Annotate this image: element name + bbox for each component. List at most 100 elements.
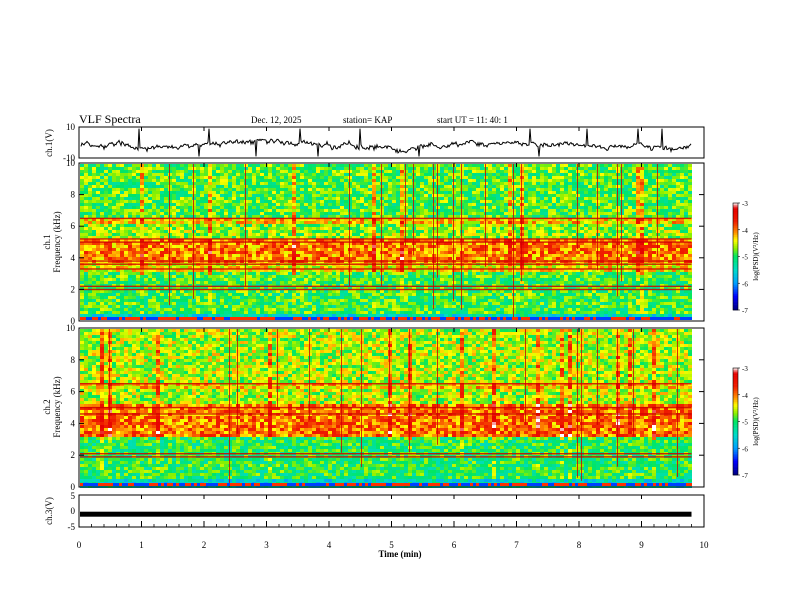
spec1-cell: [284, 221, 288, 224]
spec1-cell: [288, 299, 292, 302]
spec1-cell: [264, 242, 268, 245]
spec1-cell: [140, 227, 144, 230]
spec1-cell: [80, 188, 84, 191]
spec1-cell: [156, 215, 160, 218]
spec1-cell: [292, 302, 296, 305]
spec1-cell: [400, 314, 404, 317]
spec1-cell: [124, 179, 128, 182]
spec1-cell: [444, 245, 448, 248]
spec1-cell: [356, 200, 360, 203]
spec1-cell: [264, 278, 268, 281]
spec1-cell: [80, 278, 84, 281]
spec1-cell: [128, 200, 132, 203]
spec1-cell: [376, 182, 380, 185]
spec1-cell: [268, 227, 272, 230]
spec1-cell: [156, 314, 160, 317]
spec1-cell: [204, 224, 208, 227]
spec1-cell: [336, 290, 340, 293]
spec1-cell: [328, 314, 332, 317]
spec1-cell: [236, 167, 240, 170]
spec1-cell: [104, 218, 108, 221]
spec1-cell: [312, 230, 316, 233]
spec1-cell: [128, 272, 132, 275]
spec1-cell: [148, 200, 152, 203]
spec1-cell: [392, 236, 396, 239]
spec1-cell: [84, 245, 88, 248]
spec1-cell: [128, 287, 132, 290]
spec1-cell: [424, 314, 428, 317]
spec1-cell: [220, 164, 224, 167]
spec1-cell: [180, 269, 184, 272]
spec1-cell: [364, 314, 368, 317]
spec1-cell: [428, 296, 432, 299]
spec1-cell: [372, 185, 376, 188]
spec1-cell: [324, 254, 328, 257]
spec1-cell: [388, 218, 392, 221]
spec1-cell: [288, 224, 292, 227]
spec1-cell: [320, 284, 324, 287]
spec1-cell: [236, 254, 240, 257]
spec1-cell: [132, 182, 136, 185]
spec1-cell: [172, 257, 176, 260]
spec1-cell: [440, 287, 444, 290]
spec1-cell: [200, 275, 204, 278]
spec1-cell: [148, 251, 152, 254]
spec1-cell: [132, 191, 136, 194]
spec1-cell: [424, 182, 428, 185]
spec1-cell: [132, 227, 136, 230]
spec1-cell: [384, 275, 388, 278]
spec1-cell: [408, 293, 412, 296]
spec1-cell: [216, 275, 220, 278]
spec1-cell: [448, 218, 452, 221]
spec1-cell: [144, 200, 148, 203]
spec1-cell: [220, 224, 224, 227]
spec1-cell: [268, 206, 272, 209]
spec1-cell: [372, 305, 376, 308]
spec1-cell: [112, 284, 116, 287]
spec1-cell: [132, 167, 136, 170]
spec1-cell: [80, 245, 84, 248]
spec1-cell: [116, 281, 120, 284]
spec1-cell: [88, 299, 92, 302]
spec1-cell: [252, 176, 256, 179]
spec1-cell: [344, 173, 348, 176]
spec1-cell: [248, 176, 252, 179]
spec1-cell: [200, 251, 204, 254]
spec1-cell: [276, 176, 280, 179]
spec1-cell: [228, 167, 232, 170]
spec1-cell: [292, 215, 296, 218]
spec1-cell: [376, 296, 380, 299]
spec1-cell: [332, 281, 336, 284]
spec1-cell: [244, 293, 248, 296]
spec1-cell: [308, 272, 312, 275]
spec1-cell: [220, 287, 224, 290]
spec1-cell: [340, 224, 344, 227]
spec1-cell: [428, 275, 432, 278]
spec1-cell: [292, 290, 296, 293]
spec1-cell: [224, 311, 228, 314]
spec1-cell: [380, 290, 384, 293]
spec1-cell: [124, 242, 128, 245]
spec1-cell: [368, 272, 372, 275]
spec1-cell: [236, 248, 240, 251]
spec1-cell: [148, 173, 152, 176]
spec1-cell: [144, 281, 148, 284]
spec1-cell: [336, 257, 340, 260]
spec1-cell: [376, 179, 380, 182]
spec1-cell: [416, 311, 420, 314]
spec1-cell: [160, 230, 164, 233]
spec1-cell: [408, 176, 412, 179]
spec1-cell: [308, 203, 312, 206]
spec1-cell: [376, 302, 380, 305]
spec1-cell: [440, 269, 444, 272]
spec1-cell: [196, 251, 200, 254]
spec1-cell: [408, 269, 412, 272]
spec1-cell: [336, 281, 340, 284]
spec1-cell: [96, 281, 100, 284]
spec1-cell: [240, 305, 244, 308]
spec1-cell: [124, 236, 128, 239]
spec1-cell: [156, 188, 160, 191]
spec1-cell: [100, 272, 104, 275]
spec1-cell: [96, 278, 100, 281]
spec1-cell: [256, 179, 260, 182]
